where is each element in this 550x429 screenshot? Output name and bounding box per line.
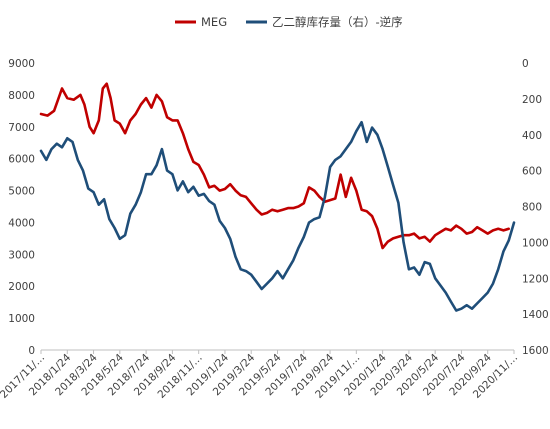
series-line-inventory — [39, 120, 516, 312]
y-right-tick-label: 0 — [522, 58, 529, 70]
y-left-tick-label: 2000 — [8, 281, 35, 293]
y-axis-right: 0 200 400 600 800 1000 1200 1400 1600 — [522, 58, 549, 357]
y-left-tick-label: 5000 — [8, 186, 35, 198]
y-left-tick-label: 4000 — [8, 217, 35, 229]
y-left-tick-label: 0 — [28, 345, 35, 357]
y-left-tick-label: 3000 — [8, 249, 35, 261]
legend-label-inventory: 乙二醇库存量（右）-逆序 — [272, 15, 403, 29]
y-left-tick-label: 7000 — [8, 122, 35, 134]
y-right-tick-label: 1000 — [522, 237, 549, 249]
legend: MEG 乙二醇库存量（右）-逆序 — [175, 15, 403, 29]
series-line-meg — [39, 82, 510, 250]
y-right-tick-label: 200 — [522, 94, 542, 106]
y-right-tick-label: 600 — [522, 166, 542, 178]
y-right-tick-label: 1600 — [522, 345, 549, 357]
y-axis-left: 0 1000 2000 3000 4000 5000 6000 7000 8000 9000 — [8, 58, 35, 357]
y-right-tick-label: 1200 — [522, 273, 549, 285]
legend-label-meg: MEG — [201, 15, 227, 29]
y-left-tick-label: 1000 — [8, 313, 35, 325]
y-left-tick-label: 8000 — [8, 90, 35, 102]
y-right-tick-label: 800 — [522, 202, 542, 214]
x-axis: 2017/11/…2018/1/242018/3/242018/5/242018… — [0, 350, 520, 401]
y-right-tick-label: 1400 — [522, 309, 549, 321]
y-left-tick-label: 6000 — [8, 154, 35, 166]
series-layer — [39, 82, 516, 312]
y-left-tick-label: 9000 — [8, 58, 35, 70]
y-right-tick-label: 400 — [522, 130, 542, 142]
